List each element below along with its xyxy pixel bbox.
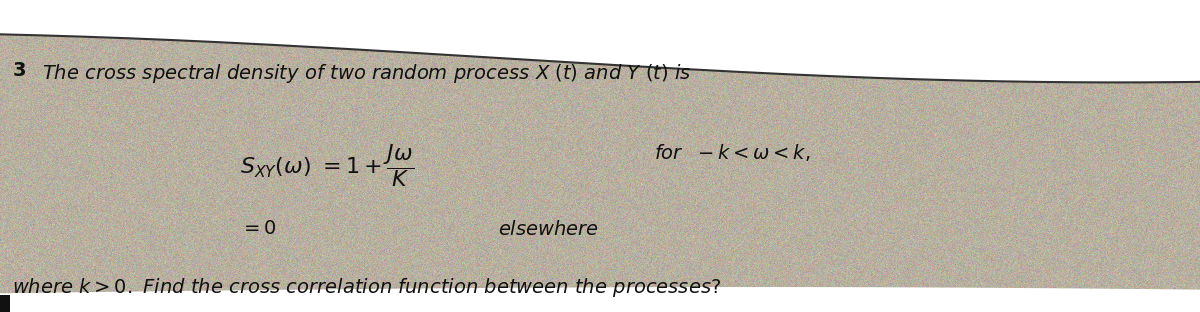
Text: $\it{elsewhere}$: $\it{elsewhere}$ — [498, 220, 599, 239]
Text: $S_{XY}(\omega)\ =1+\dfrac{J\omega}{K}$: $S_{XY}(\omega)\ =1+\dfrac{J\omega}{K}$ — [240, 142, 414, 189]
Text: $=0$: $=0$ — [240, 220, 277, 238]
Text: $\it{The\ cross\ spectral\ density\ of\ two\ random\ process\ X\ (t)\ and\ Y\ (t: $\it{The\ cross\ spectral\ density\ of\ … — [42, 62, 691, 85]
Text: $\bf{3}$: $\bf{3}$ — [12, 62, 26, 80]
Polygon shape — [0, 0, 1200, 82]
Text: $\it{for}\ \ -k < \omega < k,$: $\it{for}\ \ -k < \omega < k,$ — [654, 142, 810, 163]
Bar — [0, 295, 10, 312]
Polygon shape — [0, 287, 1200, 312]
Text: $\it{where\ k>0.\ Find\ the\ cross\ correlation\ function\ between\ the\ process: $\it{where\ k>0.\ Find\ the\ cross\ corr… — [12, 276, 721, 299]
